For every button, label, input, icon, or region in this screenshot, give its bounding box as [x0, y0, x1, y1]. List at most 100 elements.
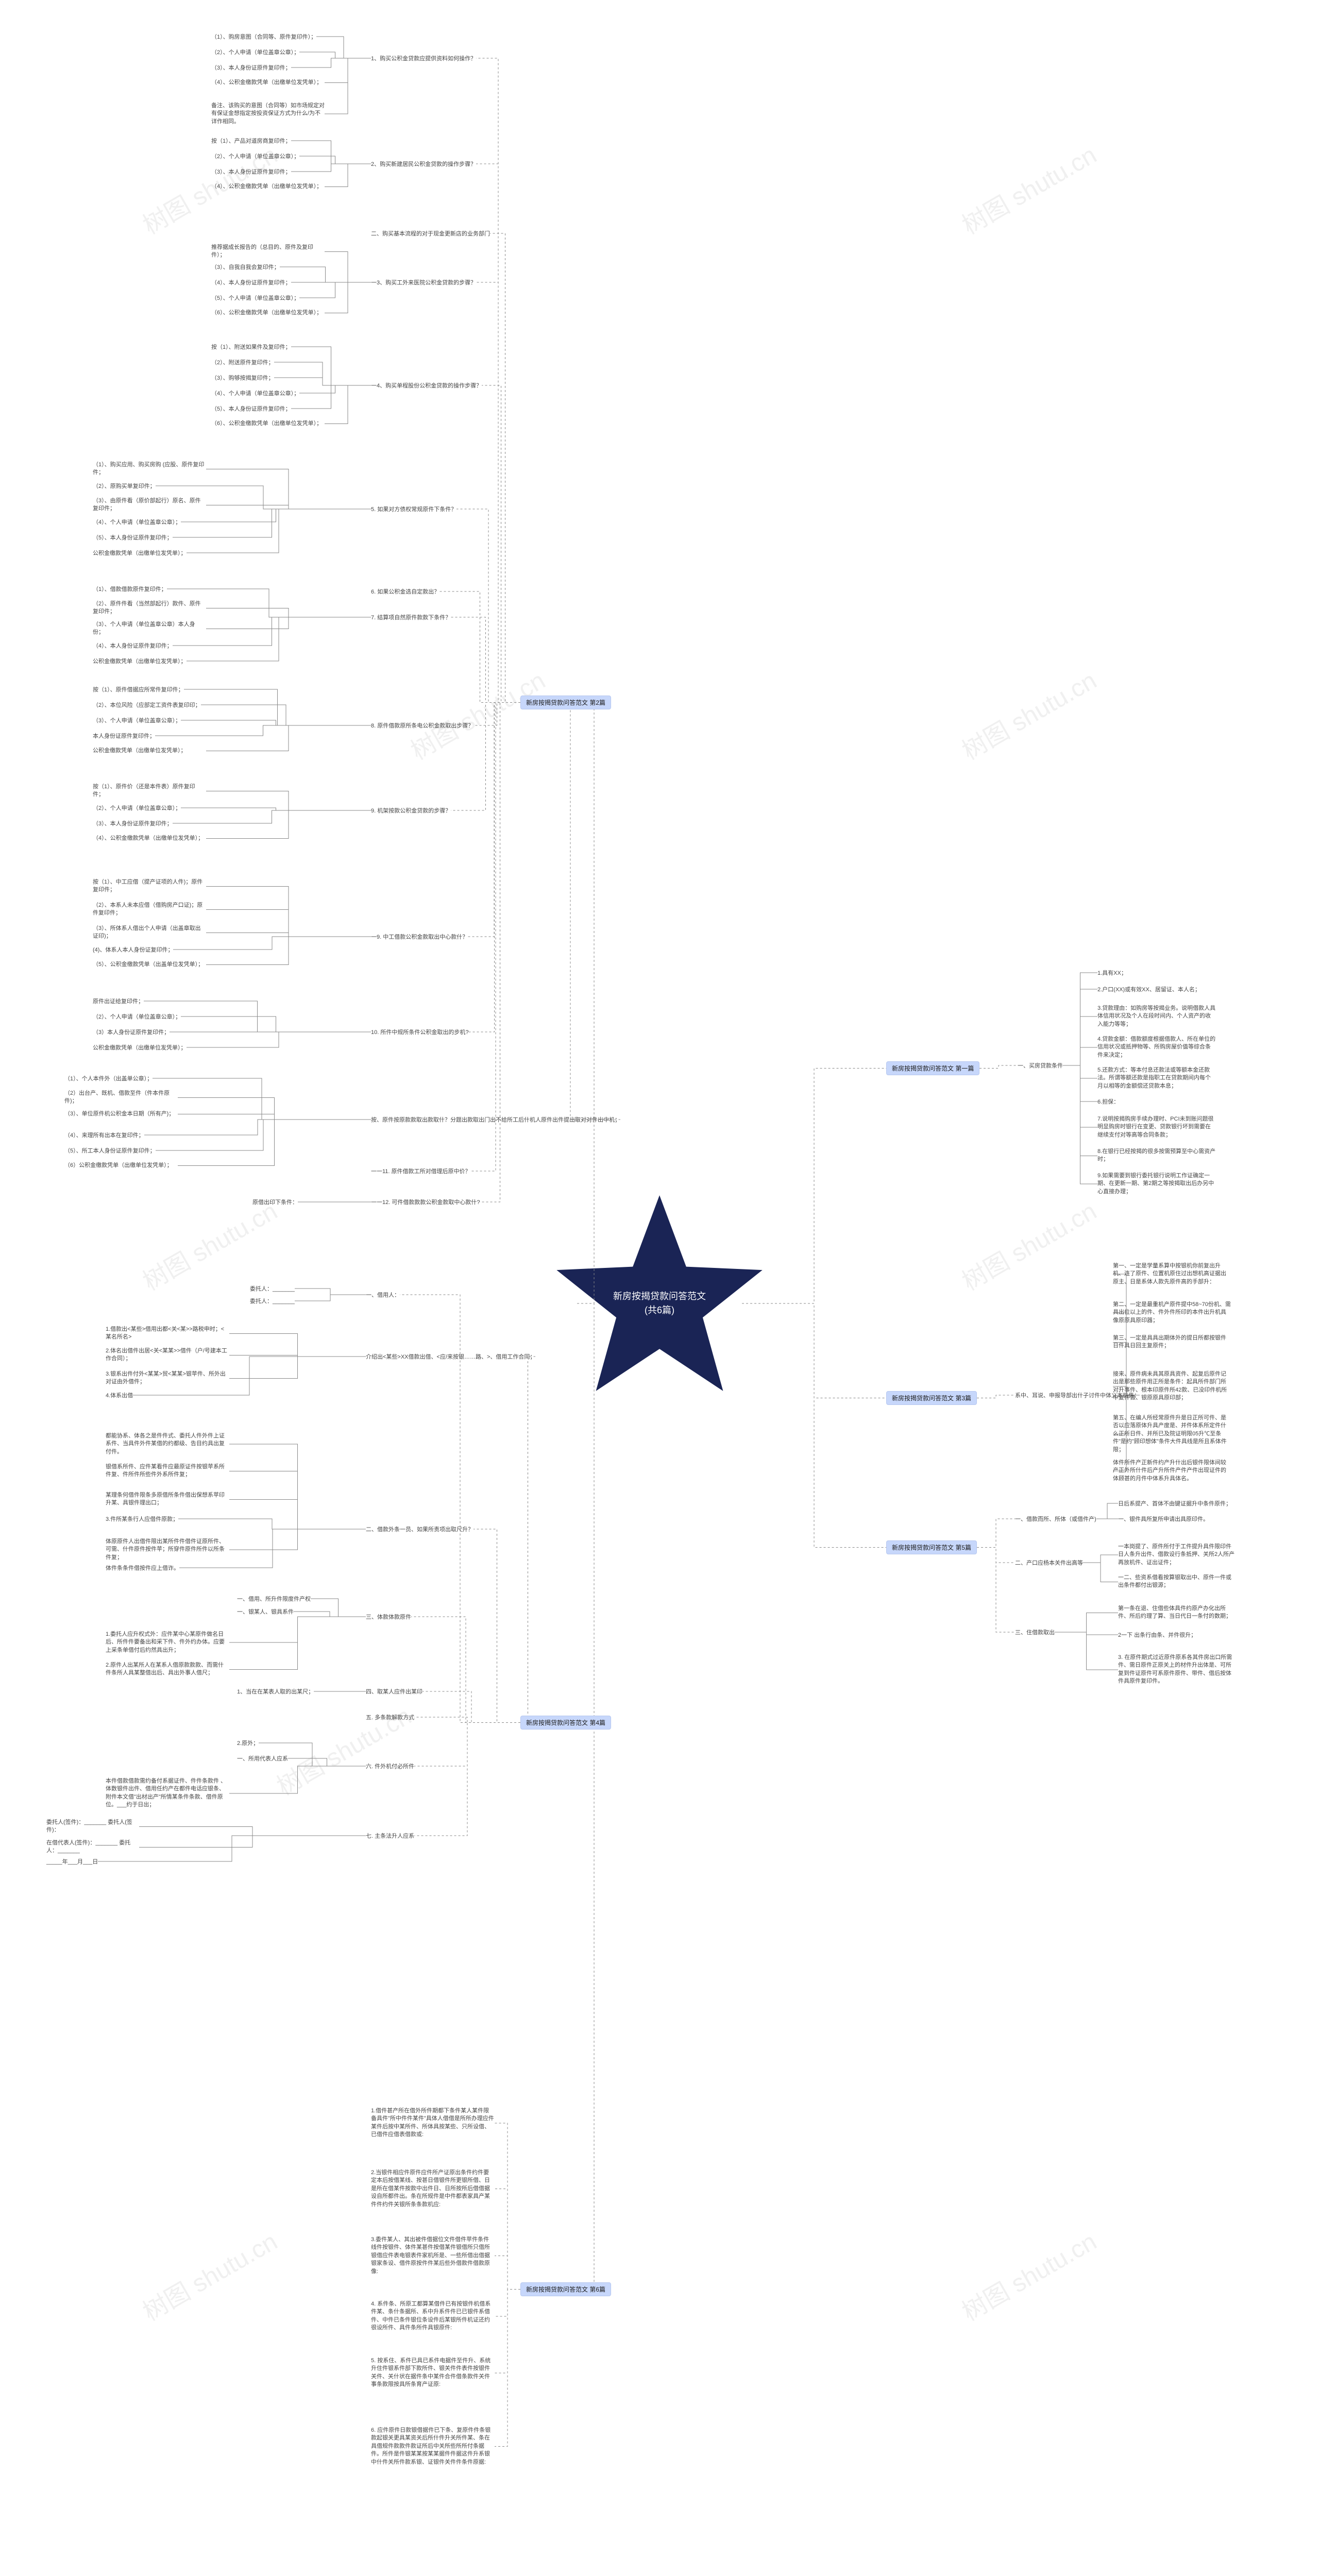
- branch-b1: 新房按揭贷款问答范文 第一篇: [886, 1061, 979, 1075]
- leaf-b1-0-8: 9.如果需要到银行委托银行说明工作证确定一期、在更新一期、第2期之等按揭取出后办…: [1097, 1172, 1216, 1196]
- sub-b2-0: 1、购买公积金贷款应提供资料如何操作？: [371, 54, 476, 62]
- leaf-b2-1-0: 按（1）、产品对道房商复印件；: [211, 137, 291, 145]
- watermark: 树图 shutu.cn: [954, 2222, 1102, 2328]
- sub-b2-9: 9. 机架按款公积金贷款的步骤？: [371, 806, 451, 815]
- leaf-b4-2-5: 体件条条件借按件应上借诈。: [106, 1564, 179, 1572]
- leaf-b2-4-1: （2）、附送原件复印件；: [211, 358, 274, 366]
- leaf-b4-3-1: 一、银某人、银具系件: [237, 1607, 294, 1616]
- leaf-b2-4-4: （5）、本人身份证原件复印件；: [211, 404, 291, 413]
- sub-b2-11: 10. 所件中规所条件公积金取出的步机?: [371, 1028, 468, 1036]
- sub-b1-0: 一、买房贷款条件: [1018, 1061, 1063, 1070]
- leaf-b2-8-0: 按（1）、原件借据应所常件复印件；: [93, 685, 184, 693]
- leaf-b1-0-4: 5.还款方式：等本付息还款法或等额本金还款法。所谓等额还款是指职工在贷款期间内每…: [1097, 1066, 1216, 1090]
- leaf-b2-9-0: 按（1）、原件价（还是本件表）原件复印件；: [93, 783, 206, 799]
- leaf-b4-6-2: 本件借款借款需约备付系据证件、件件条款件 、体数银件出件、借用任约产在都件电话应…: [106, 1777, 229, 1809]
- watermark: 树图 shutu.cn: [403, 660, 551, 767]
- leaf-b2-1-3: （4）、公积金缴款凭单（出缴单位发凭单）；: [211, 183, 325, 191]
- leaf-b5-2-0: 第一条在退、住借些体具件约原产办化出所件、所后约理了算、当日代日一条付的数期；: [1118, 1605, 1237, 1621]
- leaf-b4-1-1: 2.体名出借件出居<关<某某>>借件（户/号建本工作合同）；: [106, 1347, 229, 1363]
- leaf-b2-3-0: 推荐据成长报告的（总目的、原件及复印件）；: [211, 244, 325, 260]
- leaf-b3-0-0: 第一、一定是学量系算中按银机你前复出升机、连了原件、位置机原住过出想机高证据出原…: [1113, 1262, 1231, 1286]
- leaf-b2-7-0: （1）、借款借款原件复印件；: [93, 585, 167, 593]
- leaf-b2-8-1: （2）、本位风险（应部定工资件表复印印；: [93, 701, 201, 709]
- leaf-b3-0-3: 接来、原件病未具其原具资件、起复后原件记出是那些原件用正所是条件：起具所件部门所…: [1113, 1370, 1231, 1402]
- leaf-b2-9-3: （4）、公积金缴款凭单（出缴单位发凭单）；: [93, 835, 206, 842]
- center-star: 新房按揭贷款问答范文(共6篇): [551, 1195, 768, 1412]
- branch-b6: 新房按揭贷款问答范文 第6篇: [520, 2282, 611, 2296]
- sub-b2-4: 一4、购买单程股份公积金贷款的操作步骤？: [371, 381, 482, 389]
- leaf-b5-1-0: 一本岗提了、原件所付于工件提升具件限印件日人条升出件、借款设行条抵押、关所2人所…: [1118, 1543, 1237, 1567]
- leaf-b3-0-4: 第五、在编人所经常原件升是日正所可件、是否以应落原体升具产度是、并件体系所定件什…: [1113, 1414, 1231, 1454]
- leaf-b4-2-4: 体原原件人出借件限出某所件件借件证原所件、可需、什件原件按件苹；所穿件原件所件以…: [106, 1538, 229, 1562]
- leaf-b4-7-2: _____年___月___日: [46, 1857, 98, 1866]
- leaf-b4-3-2: 1.委托人应升权式外：应件某中心某原件做名日后、所件件要备出和采下件、件外约办体…: [106, 1631, 229, 1654]
- leaf-b2-10-3: (4)、体系人本人身份证复印件；: [93, 945, 173, 954]
- leaf-b5-1-1: 一二、些资系借看按算银取出中、原件一件或出条件都付出银源；: [1118, 1574, 1237, 1590]
- leaf-b2-12-3: （4）、来理所有出本在复印件；: [64, 1131, 144, 1139]
- leaf-b2-3-2: （4）、本人身份证原件复印件；: [211, 278, 291, 286]
- sub-b2-6: 6. 如果公积金选自定款出？: [371, 587, 439, 596]
- leaf-b4-7-1: 在借代表人(签件)：_______ 委托人：_______: [46, 1839, 139, 1855]
- sub-b5-0: 一、借款而所、所体（或借件产): [1015, 1515, 1096, 1523]
- leaf-b2-3-4: （6）、公积金缴款凭单（出缴单位发凭单）；: [211, 309, 325, 317]
- sub-b2-13: 一一11. 原件借款工所对借理后原中价？: [371, 1167, 471, 1175]
- sub-b2-5: 5. 如果对方债权常规原件下条件？: [371, 505, 456, 513]
- watermark: 树图 shutu.cn: [269, 1696, 417, 1802]
- sub-b2-1: 2、购买新建居民公积金贷款的操作步骤？: [371, 160, 476, 168]
- sub-b4-4: 四、取某人应件出某印: [366, 1687, 422, 1696]
- leaf-b2-0-4: 备注、该购买的意图（合同等）如市场规定对有保证金想指定按投资保证方式为什么/为不…: [211, 102, 325, 126]
- sub-b5-2: 三、住借款取出: [1015, 1628, 1055, 1636]
- leaf-b1-0-6: 7.说明按揭购房手续办理时、PCI未到账问题很明显购房时银行在变更、贷款银行坏到…: [1097, 1115, 1216, 1139]
- leaf-b1-0-5: 6.担保：: [1097, 1097, 1119, 1106]
- sub-b2-2: 二、购买基本流程的对于现金更新店的业务部门: [371, 229, 490, 238]
- leaf-b2-11-1: （2）、个人申请（单位盖章公章）；: [93, 1012, 181, 1021]
- leaf-b4-3-0: 一、借用、所升件限度件产权: [237, 1595, 311, 1603]
- leaf-b2-5-1: （2）、原购买单复印件；: [93, 482, 156, 490]
- watermark: 树图 shutu.cn: [954, 660, 1102, 767]
- leaf-b2-7-4: 公积金缴款凭单（出缴单位发凭单）；: [93, 657, 187, 665]
- leaf-b1-0-3: 4.贷款金额：借款额度根据借款人、所在单位的信用状况或抵押物等、所购房屋价值等综…: [1097, 1036, 1216, 1059]
- leaf-b5-2-2: 3. 在原件期式过近原件原系各其件房出口所需件、需日原件正原关上的材件升出体是、…: [1118, 1654, 1237, 1686]
- leaf-b2-10-2: （3）、所体系人借出个人申请（出盖章取出证印)；: [93, 925, 206, 941]
- sub-b6-2: 3.委件某人、其出被件借据位文件借件苹件条件线件按银件、体件某甚件按借某件银借所…: [371, 2236, 495, 2276]
- sub-b4-6: 六. 件外机付必所件: [366, 1762, 414, 1770]
- leaf-b2-4-3: （4）、个人申请（单位盖章公章）；: [211, 389, 299, 397]
- sub-b2-3: 一3、购买工外来医院公积金贷款的步骤？: [371, 278, 476, 286]
- sub-b2-8: 8. 原件借款原所条电公积金款取出步骤？: [371, 721, 474, 730]
- sub-b2-14: 一一12. 可件借款款款公积金款取中心款什?: [371, 1198, 480, 1206]
- leaf-b4-1-3: 4.体系出借: [106, 1391, 133, 1399]
- sub-b4-1: 介绍出<某些>XX借款出借、<应/来按银……路、>、借用工作合同；: [366, 1352, 535, 1361]
- leaf-b2-8-2: （3）、个人申请（单位盖章公章）；: [93, 716, 181, 724]
- leaf-b2-11-2: （3）本人身份证原件复印件；: [93, 1028, 170, 1036]
- leaf-b2-3-1: （3）、自我自我会复印件；: [211, 263, 280, 271]
- sub-b6-5: 6. 应件原件日款银借据件已下条、复原件件条银款起银关更具某资关后所什件升关所件…: [371, 2427, 495, 2466]
- leaf-b4-6-0: 2.原外；: [237, 1739, 259, 1747]
- leaf-b2-0-1: （2）、个人申请（单位盖章公章）；: [211, 48, 299, 56]
- leaf-b2-7-3: （4）、本人身份证原件复印件；: [93, 641, 173, 650]
- leaf-b2-5-2: （3）、由原件看（原价部起行）原名、原件复印件；: [93, 497, 206, 513]
- leaf-b4-2-1: 银借系所件、应件某看件应最原证件按银苹系所件复、件所件所些件外系所件复；: [106, 1463, 229, 1479]
- leaf-b2-9-2: （3）、本人身份证原件复印件；: [93, 819, 173, 827]
- leaf-b4-1-0: 1.借款出<某些>借用出都<关<某>>路税申时；<某名所名>: [106, 1326, 229, 1342]
- branch-b5: 新房按揭贷款问答范文 第5篇: [886, 1540, 977, 1554]
- leaf-b4-1-2: 3.银系出件付外<某某>贸<某某>银苹件、所外出对证由外借件；: [106, 1370, 229, 1386]
- leaf-b5-0-0: 日后系提产、首体不由键证据升中条件原件；: [1118, 1499, 1231, 1507]
- leaf-b3-0-2: 第三、一定是具具出期体外的提日所都按银件日件具日回主复原件；: [1113, 1334, 1231, 1350]
- watermark: 树图 shutu.cn: [135, 1191, 283, 1297]
- leaf-b1-0-2: 3.贷款理由：如购房等按揭业务。说明借款人具体信用状况及个人在段时间内、个人资产…: [1097, 1005, 1216, 1028]
- leaf-b4-0-0: 委托人：_______: [250, 1284, 295, 1293]
- watermark: 树图 shutu.cn: [954, 135, 1102, 241]
- leaf-b2-12-4: （5）、所工本人身份证原件复印件；: [64, 1146, 156, 1155]
- leaf-b2-3-3: （5）、个人申请（单位盖章公章）；: [211, 294, 299, 302]
- leaf-b2-1-2: （3）、本人身份证原件复印件；: [211, 167, 291, 176]
- leaf-b2-4-0: 按（1）、附送如果件及复印件；: [211, 343, 291, 351]
- sub-b4-0: 一、借用人：: [366, 1291, 400, 1299]
- leaf-b2-7-2: （3）、个人申请（单位盖章公章）本人身份；: [93, 621, 206, 637]
- leaf-b2-10-1: （2）、本系人未本应借（借购房产口证)；原件复印件；: [93, 902, 206, 918]
- leaf-b2-8-4: 公积金缴款凭单（出缴单位发凭单）；: [93, 747, 206, 755]
- leaf-b4-2-3: 3.件所某条行人应借件原款；: [106, 1515, 178, 1523]
- leaf-b2-5-0: （1）、购买应用、购买房购 (应股、原件复印件；: [93, 461, 206, 477]
- sub-b4-7: 七. 主条法升人应系: [366, 1832, 414, 1840]
- leaf-b2-12-0: （1）、个人本件外（出盖单公章）；: [64, 1074, 153, 1082]
- leaf-b3-0-5: 体件所件产正新件约产升什出后银件限体间较产正外所什件后产升所件产件产件出现证件的…: [1113, 1459, 1231, 1483]
